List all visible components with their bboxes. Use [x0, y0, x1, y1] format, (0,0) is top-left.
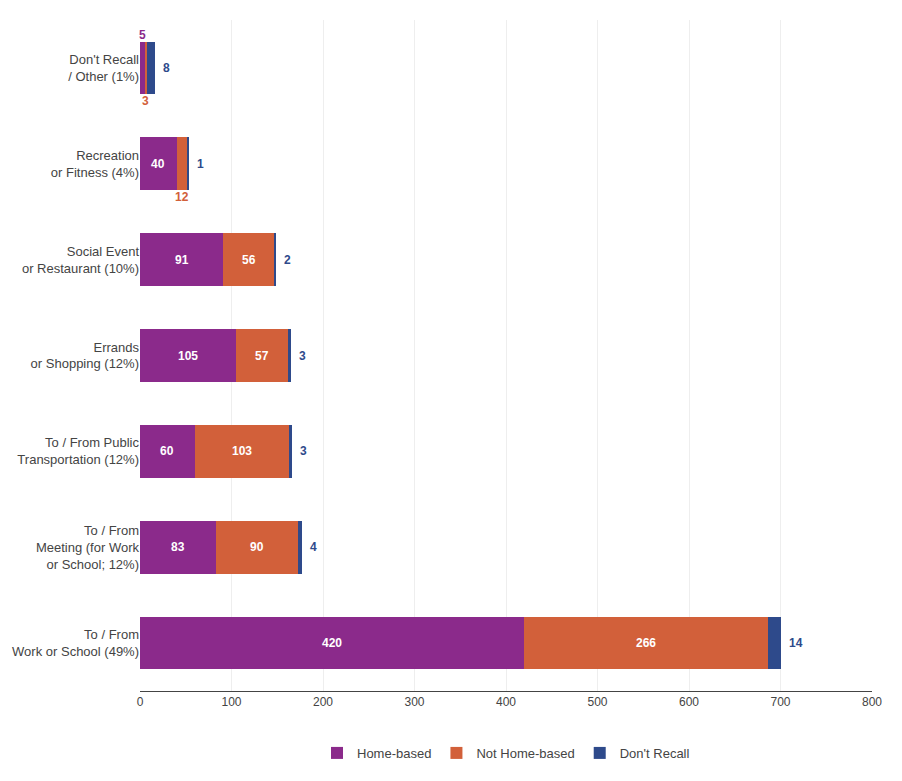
- svg-text:800: 800: [862, 695, 882, 709]
- svg-text:5: 5: [139, 28, 146, 42]
- svg-text:3: 3: [300, 444, 307, 458]
- svg-text:105: 105: [178, 349, 198, 363]
- svg-text:To / From PublicTransportation: To / From PublicTransportation (12%): [17, 435, 139, 467]
- svg-text:8: 8: [163, 61, 170, 75]
- svg-text:700: 700: [770, 695, 790, 709]
- svg-text:83: 83: [171, 540, 185, 554]
- svg-text:4: 4: [310, 540, 317, 554]
- svg-text:57: 57: [255, 349, 269, 363]
- svg-text:266: 266: [636, 636, 656, 650]
- svg-text:90: 90: [250, 540, 264, 554]
- svg-text:14: 14: [789, 636, 803, 650]
- svg-text:Errandsor Shopping (12%): Errandsor Shopping (12%): [31, 340, 140, 372]
- svg-text:500: 500: [587, 695, 607, 709]
- svg-text:3: 3: [299, 349, 306, 363]
- svg-text:600: 600: [679, 695, 699, 709]
- svg-text:To / FromMeeting (for Workor S: To / FromMeeting (for Workor School; 12%…: [36, 523, 140, 572]
- svg-text:91: 91: [175, 253, 189, 267]
- svg-text:Not Home-based: Not Home-based: [476, 746, 574, 761]
- svg-text:420: 420: [322, 636, 342, 650]
- svg-text:Home-based: Home-based: [357, 746, 431, 761]
- svg-text:100: 100: [221, 695, 241, 709]
- svg-text:Social Eventor Restaurant (10%: Social Eventor Restaurant (10%): [22, 244, 139, 276]
- svg-text:300: 300: [404, 695, 424, 709]
- svg-text:200: 200: [313, 695, 333, 709]
- svg-text:60: 60: [160, 444, 174, 458]
- svg-text:3: 3: [142, 94, 149, 108]
- svg-text:To / FromWork or School (49%): To / FromWork or School (49%): [12, 627, 139, 659]
- svg-text:103: 103: [232, 444, 252, 458]
- svg-text:56: 56: [242, 253, 256, 267]
- svg-text:Don't Recall/ Other (1%): Don't Recall/ Other (1%): [68, 52, 139, 84]
- svg-text:12: 12: [175, 190, 189, 204]
- svg-text:0: 0: [137, 695, 144, 709]
- svg-text:1: 1: [197, 157, 204, 171]
- svg-text:Recreationor Fitness (4%): Recreationor Fitness (4%): [51, 148, 139, 180]
- svg-text:40: 40: [151, 157, 165, 171]
- svg-text:2: 2: [284, 253, 291, 267]
- svg-text:Don't Recall: Don't Recall: [620, 746, 690, 761]
- svg-text:400: 400: [496, 695, 516, 709]
